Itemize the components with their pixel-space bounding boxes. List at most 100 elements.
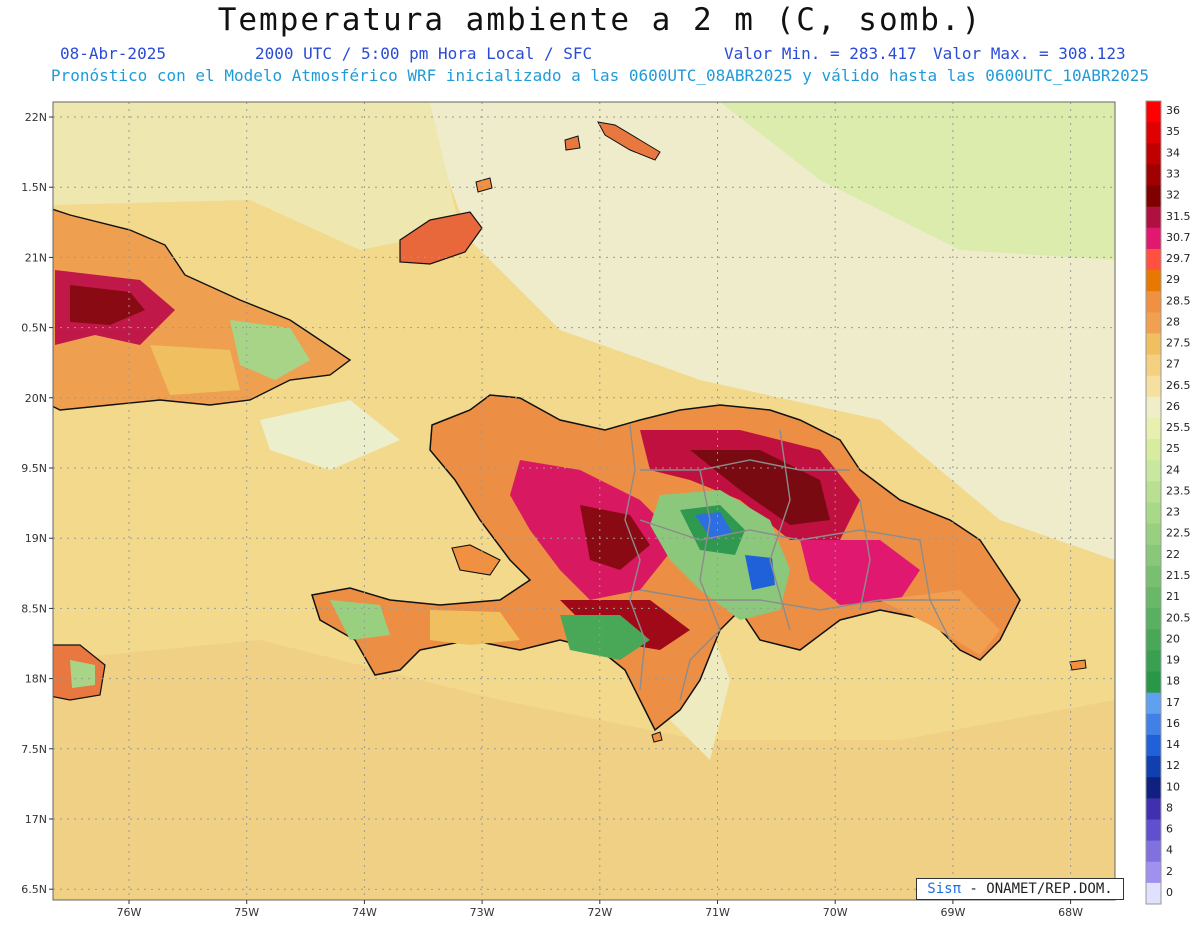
colorbar-label: 4 (1166, 844, 1173, 857)
colorbar-label: 16 (1166, 717, 1180, 730)
colorbar-label: 2 (1166, 865, 1173, 878)
cordillera-central-coldest (695, 512, 732, 540)
colorbar-frame (1145, 100, 1162, 905)
massif-hotte-cool (330, 600, 390, 640)
colorbar-label: 31.5 (1166, 210, 1191, 223)
colorbar-label: 34 (1166, 146, 1180, 159)
colorbar-label: 12 (1166, 759, 1180, 772)
colorbar-label: 33 (1166, 167, 1180, 180)
sea-mild-zone (53, 102, 460, 250)
credit-box: Sisπ - ONAMET/REP.DOM. (916, 878, 1124, 900)
massif-selle-cool (560, 615, 650, 660)
lon-tick-label: 76W (117, 906, 142, 919)
temperature-colorbar: 363534333231.530.729.72928.52827.52726.5… (1145, 100, 1191, 905)
colorbar-label: 26.5 (1166, 379, 1191, 392)
lat-tick-label: 1.5N (21, 181, 47, 194)
caicos-islands (597, 121, 661, 161)
colorbar-label: 6 (1166, 823, 1173, 836)
cuba-cool-zone (230, 320, 310, 380)
islet (475, 177, 493, 193)
great-inagua-island (399, 211, 483, 265)
lat-tick-label: 18N (25, 673, 47, 686)
jamaica-cool-zone (70, 660, 95, 688)
colorbar-swatch (1146, 333, 1161, 356)
colorbar-swatch (1146, 882, 1161, 905)
colorbar-label: 0 (1166, 886, 1173, 899)
lat-tick-label: 21N (25, 251, 47, 264)
lon-tick-label: 69W (940, 906, 965, 919)
colorbar-swatch (1146, 143, 1161, 165)
colorbar-swatch (1146, 798, 1161, 820)
lat-tick-label: 8.5N (21, 602, 47, 615)
colorbar-label: 21.5 (1166, 569, 1191, 582)
colorbar-label: 10 (1166, 780, 1180, 793)
colorbar-label: 14 (1166, 738, 1180, 751)
colorbar-label: 35 (1166, 125, 1180, 138)
colorbar-label: 20 (1166, 632, 1180, 645)
colorbar-swatch (1146, 122, 1161, 144)
colorbar-label: 18 (1166, 675, 1180, 688)
map-title: Temperatura ambiente a 2 m (C, somb.) (217, 2, 983, 38)
colorbar-label: 30.7 (1166, 231, 1191, 244)
lat-tick-label: 17N (25, 813, 47, 826)
brand-logo: Sisπ (927, 881, 961, 897)
colorbar-swatch (1146, 777, 1161, 799)
sea-cool-patch (260, 400, 400, 470)
colorbar-label: 25.5 (1166, 421, 1191, 434)
colorbar-swatch (1146, 291, 1161, 313)
colorbar-swatch (1146, 101, 1161, 123)
colorbar-label: 32 (1166, 189, 1180, 202)
colorbar-swatch (1146, 460, 1161, 482)
colorbar-swatch (1146, 312, 1161, 334)
lon-tick-label: 72W (587, 906, 612, 919)
colorbar-label: 20.5 (1166, 611, 1191, 624)
lat-tick-label: 22N (25, 111, 47, 124)
colorbar-swatch (1146, 692, 1161, 715)
colorbar-swatch (1146, 819, 1161, 842)
sea-green-zone (720, 102, 1115, 260)
colorbar-swatch (1146, 523, 1161, 546)
lat-tick-label: 20N (25, 392, 47, 405)
graticule (53, 102, 1115, 900)
colorbar-swatch (1146, 439, 1161, 461)
valle-nuevo-coldest (745, 555, 775, 590)
plot-frame (52, 101, 1116, 901)
islet (564, 135, 581, 151)
lat-tick-label: 7.5N (21, 743, 47, 756)
longitude-axis: 76W 75W 74W 73W 72W 71W 70W 69W 68W (117, 900, 1083, 919)
colorbar-label: 22 (1166, 548, 1180, 561)
colorbar-swatch (1146, 164, 1161, 187)
colorbar-label: 17 (1166, 696, 1180, 709)
colorbar-label: 27 (1166, 358, 1180, 371)
lat-tick-label: 19N (25, 532, 47, 545)
colorbar-label: 27.5 (1166, 337, 1191, 350)
saona-island (1069, 659, 1087, 671)
colorbar-swatch (1146, 270, 1161, 292)
credit-text: - ONAMET/REP.DOM. (961, 881, 1113, 897)
colorbar-swatch (1146, 565, 1161, 588)
colorbar-swatch (1146, 756, 1161, 778)
colorbar-swatch (1146, 629, 1161, 651)
southern-mild-zone (430, 610, 520, 645)
colorbar-label: 26 (1166, 400, 1180, 413)
colorbar-swatch (1146, 354, 1161, 377)
forecast-info: Pronóstico con el Modelo Atmosférico WRF… (50, 66, 1150, 85)
colorbar-swatch (1146, 608, 1161, 630)
time-label: 2000 UTC / 5:00 pm Hora Local / SFC (255, 44, 593, 63)
lon-tick-label: 74W (352, 906, 377, 919)
colorbar-swatch (1146, 375, 1161, 398)
colorbar-label: 36 (1166, 104, 1180, 117)
min-value-label: Valor Min. = 283.417 (724, 44, 917, 63)
colorbar-swatch (1146, 713, 1161, 736)
map-field (53, 102, 1115, 900)
lat-tick-label: 6.5N (21, 883, 47, 896)
colorbar-swatch (1146, 502, 1161, 525)
colorbar-swatch (1146, 227, 1161, 250)
colorbar-label: 29 (1166, 273, 1180, 286)
cuba-mild-zone (150, 345, 240, 395)
lon-tick-label: 73W (470, 906, 495, 919)
colorbar-label: 22.5 (1166, 527, 1191, 540)
max-value-label: Valor Max. = 308.123 (933, 44, 1126, 63)
haiti-hottest-zone (580, 505, 650, 570)
